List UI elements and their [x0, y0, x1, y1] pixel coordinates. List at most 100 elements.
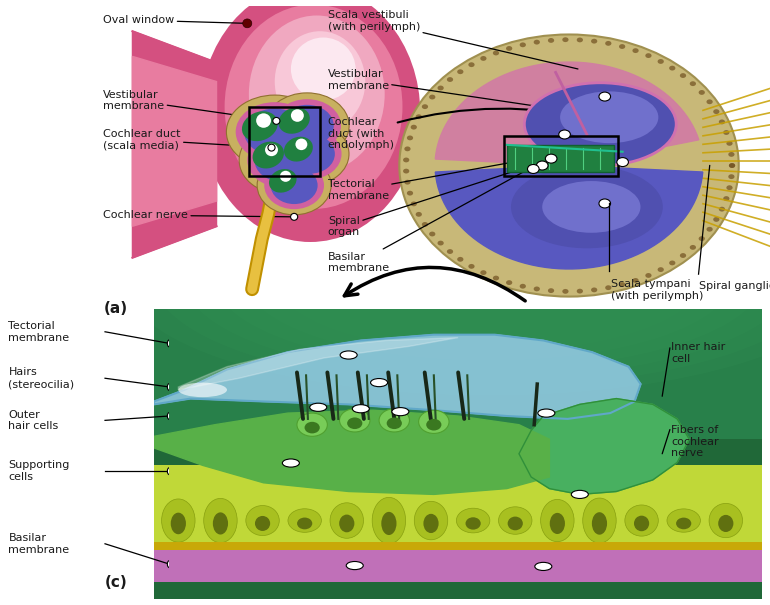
Circle shape [404, 180, 410, 185]
Circle shape [698, 90, 705, 95]
Ellipse shape [524, 83, 676, 166]
Ellipse shape [279, 129, 342, 179]
Text: Tectorial
membrane: Tectorial membrane [8, 321, 69, 342]
Circle shape [506, 46, 512, 51]
Circle shape [698, 236, 705, 241]
Ellipse shape [225, 4, 403, 209]
Circle shape [534, 40, 540, 45]
Ellipse shape [271, 167, 317, 204]
Ellipse shape [257, 156, 331, 215]
Text: Scala tympani
(with perilymph): Scala tympani (with perilymph) [611, 280, 704, 301]
Ellipse shape [634, 515, 649, 531]
Circle shape [690, 245, 696, 250]
Circle shape [447, 249, 453, 254]
Text: Scala vestibuli
(with perilymph): Scala vestibuli (with perilymph) [328, 10, 578, 69]
Ellipse shape [592, 512, 607, 535]
Circle shape [713, 110, 719, 114]
Bar [507, 145, 614, 172]
Ellipse shape [339, 515, 354, 532]
Ellipse shape [255, 516, 270, 531]
Polygon shape [519, 399, 689, 494]
Ellipse shape [541, 499, 574, 541]
Circle shape [577, 289, 583, 293]
Text: (a): (a) [103, 301, 128, 316]
Circle shape [680, 73, 686, 78]
Ellipse shape [709, 503, 742, 538]
Circle shape [457, 70, 464, 74]
Circle shape [548, 38, 554, 43]
Circle shape [243, 19, 252, 28]
Ellipse shape [171, 512, 186, 534]
Circle shape [645, 53, 651, 58]
Circle shape [562, 38, 568, 42]
Circle shape [429, 232, 435, 237]
Ellipse shape [246, 506, 280, 535]
Circle shape [726, 141, 732, 146]
Bar [154, 465, 762, 547]
Circle shape [167, 561, 172, 567]
Circle shape [729, 163, 735, 168]
Circle shape [422, 222, 428, 227]
Bar [249, 106, 320, 176]
Circle shape [537, 409, 555, 417]
Text: Supporting
cells: Supporting cells [8, 460, 70, 482]
Ellipse shape [244, 108, 306, 155]
Ellipse shape [718, 515, 733, 532]
Ellipse shape [457, 508, 490, 533]
Polygon shape [435, 166, 703, 269]
Circle shape [410, 201, 417, 206]
Text: Oval window: Oval window [103, 15, 247, 25]
Circle shape [416, 114, 422, 119]
Bar [154, 544, 762, 581]
Text: Cochlear
duct (with
endolymph): Cochlear duct (with endolymph) [328, 109, 598, 151]
Ellipse shape [288, 509, 321, 532]
Text: Inner hair
cell: Inner hair cell [671, 342, 725, 364]
Ellipse shape [179, 382, 227, 397]
Circle shape [728, 174, 735, 179]
Circle shape [167, 413, 172, 419]
Circle shape [340, 351, 357, 359]
Text: (b): (b) [422, 324, 447, 339]
Text: Basilar
membrane: Basilar membrane [328, 169, 529, 273]
Ellipse shape [305, 422, 320, 433]
Circle shape [404, 146, 410, 151]
Text: Vestibular
membrane: Vestibular membrane [328, 69, 564, 110]
Ellipse shape [424, 514, 439, 533]
Text: Spiral ganglion: Spiral ganglion [698, 281, 770, 291]
Circle shape [713, 217, 719, 222]
Circle shape [591, 287, 598, 292]
Circle shape [534, 287, 540, 292]
Ellipse shape [498, 507, 532, 534]
Ellipse shape [427, 419, 441, 431]
Ellipse shape [124, 163, 770, 396]
Circle shape [577, 38, 583, 42]
Ellipse shape [154, 172, 770, 387]
Text: Basilar
membrane: Basilar membrane [8, 533, 69, 555]
Circle shape [400, 34, 738, 296]
Circle shape [480, 56, 487, 61]
Circle shape [403, 157, 410, 162]
Circle shape [403, 169, 410, 174]
Circle shape [619, 282, 625, 287]
Circle shape [370, 379, 387, 387]
Ellipse shape [372, 497, 406, 544]
Polygon shape [435, 62, 699, 166]
Circle shape [468, 62, 474, 67]
Circle shape [480, 270, 487, 275]
Text: Spiral
organ: Spiral organ [328, 162, 542, 237]
Ellipse shape [330, 503, 363, 538]
Circle shape [353, 405, 370, 413]
Ellipse shape [239, 126, 323, 194]
Ellipse shape [624, 505, 658, 536]
Circle shape [520, 284, 526, 289]
Ellipse shape [264, 162, 324, 209]
Circle shape [632, 48, 638, 53]
Circle shape [535, 563, 552, 571]
Polygon shape [154, 335, 641, 419]
Text: Tectorial
membrane: Tectorial membrane [328, 155, 551, 201]
Polygon shape [132, 31, 216, 258]
Circle shape [268, 144, 275, 151]
Bar [504, 136, 618, 176]
Circle shape [493, 276, 499, 281]
Bar [154, 542, 762, 547]
